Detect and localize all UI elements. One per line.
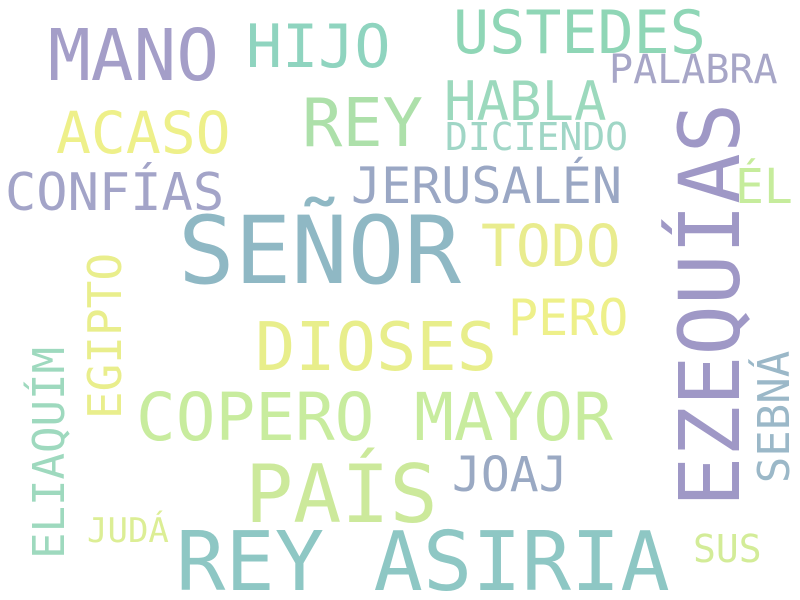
word-pais: PAÍS (245, 448, 438, 541)
word-habla: HABLA (444, 70, 607, 133)
word-palabra: PALABRA (609, 47, 778, 93)
word-el: ÉL (735, 159, 793, 215)
word-joaj: JOAJ (452, 447, 568, 503)
word-rey: REY (302, 84, 424, 162)
word-egipto: EGIPTO (78, 252, 132, 420)
word-todo: TODO (481, 212, 621, 280)
word-acaso: ACASO (56, 99, 231, 167)
word-ezequias: EZEQUÍAS (661, 102, 759, 508)
word-rey-asiria: REY ASIRIA (176, 515, 670, 600)
word-hijo: HIJO (246, 12, 391, 82)
word-copero-mayor: COPERO MAYOR (136, 379, 613, 456)
word-confias: CONFÍAS (5, 163, 225, 223)
word-mano: MANO (48, 14, 219, 97)
word-eliaquim: ELIAQUÍM (24, 347, 75, 559)
word-ustedes: USTEDES (453, 0, 706, 68)
word-juda: JUDÁ (87, 511, 169, 551)
word-senor: SEÑOR (178, 197, 461, 306)
word-sebna: SEBNÁ (749, 350, 800, 484)
word-pero: PERO (508, 289, 629, 347)
word-diciendo: DICIENDO (445, 115, 629, 159)
word-jerusalen: JERUSALÉN (351, 157, 622, 215)
word-sus: SUS (693, 527, 762, 571)
word-dioses: DIOSES (255, 308, 498, 386)
